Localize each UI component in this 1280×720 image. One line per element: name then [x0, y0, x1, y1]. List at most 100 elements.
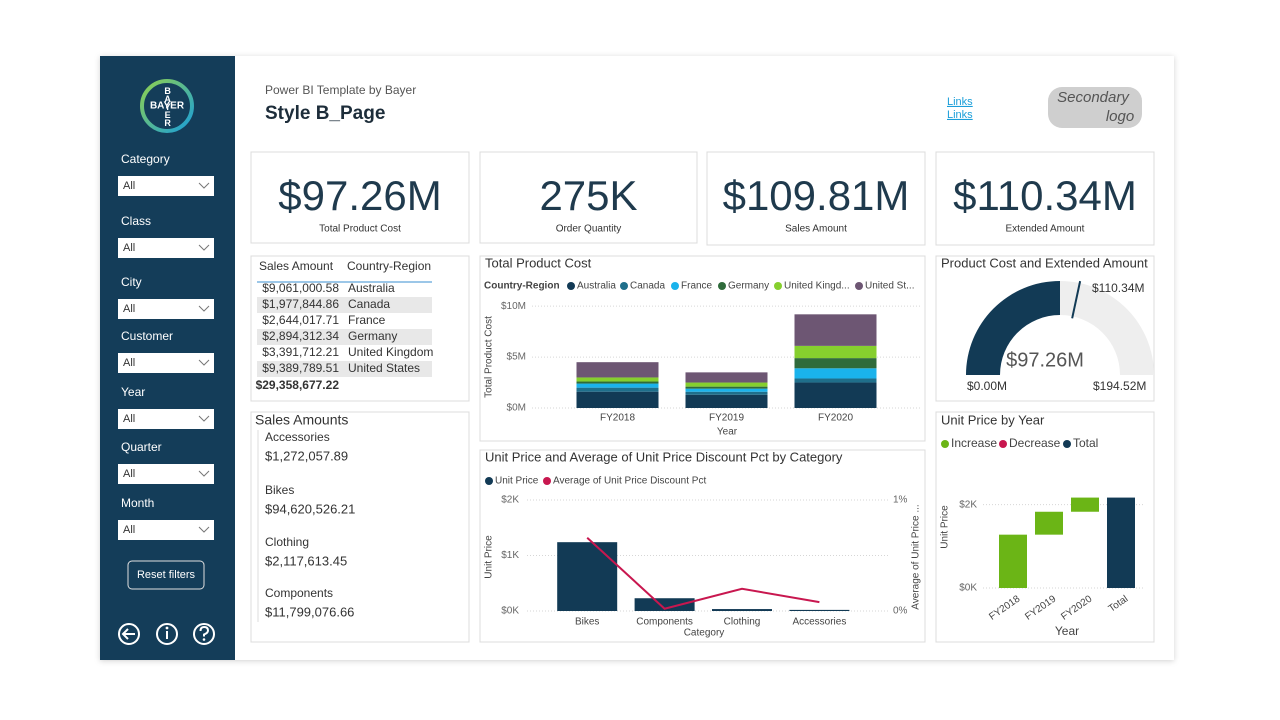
dropdown-box: [118, 520, 214, 540]
bar: [789, 609, 850, 611]
legend-label: United St...: [865, 281, 914, 292]
axis-title: Unit Price: [940, 505, 951, 549]
info-dot: [165, 626, 169, 630]
gauge-min-label: $0.00M: [967, 379, 1007, 393]
y-tick-label: $0K: [501, 606, 519, 617]
dropdown[interactable]: All: [118, 238, 214, 258]
x-tick-label: FY2018: [600, 413, 635, 424]
bar-segment: [794, 358, 877, 369]
bar-segment: [685, 382, 768, 387]
row-shade: [257, 329, 432, 345]
secondary-logo-text: logo: [1106, 108, 1134, 125]
waterfall-bar: [999, 534, 1027, 588]
item-value: $1,272,057.89: [265, 448, 348, 463]
kpi-value: $109.81M: [723, 172, 910, 219]
logo-ring: [140, 79, 194, 133]
dropdown-box: [118, 299, 214, 319]
kpi-label: Order Quantity: [556, 224, 622, 235]
x-tick-label: Accessories: [792, 617, 846, 628]
kpi-label: Total Product Cost: [319, 224, 401, 235]
gauge-target: [1071, 280, 1082, 319]
secondary-logo-text: Secondary: [1057, 89, 1130, 106]
cell: United States: [348, 361, 420, 375]
bar-segment: [685, 391, 768, 395]
icon-ring[interactable]: [118, 623, 140, 645]
report-title: Style B_Page: [265, 103, 385, 124]
link[interactable]: Links: [947, 109, 973, 121]
legend-dot: [1063, 440, 1071, 448]
axis-title: Unit Price: [484, 535, 495, 579]
link[interactable]: Links: [947, 96, 973, 108]
legend-dot: [941, 440, 949, 448]
waterfall-bar: [1035, 511, 1063, 535]
panel: [479, 449, 926, 643]
y-tick-label: 0%: [893, 606, 908, 617]
dropdown-value: All: [123, 303, 135, 315]
dropdown-value: All: [123, 413, 135, 425]
axis-title: Category: [684, 628, 725, 639]
cell: United Kingdom: [348, 345, 433, 359]
legend-dot: [718, 282, 726, 290]
reset-button[interactable]: Reset filters: [127, 560, 205, 590]
row-shade: [257, 361, 432, 377]
icon-ring[interactable]: [156, 623, 178, 645]
kpi-label: Sales Amount: [785, 224, 847, 235]
y-tick-label: $2K: [501, 495, 519, 506]
item-name: Components: [265, 586, 333, 600]
bar-segment: [685, 394, 768, 408]
cell: $9,389,789.51: [262, 361, 339, 375]
legend-label: Germany: [728, 281, 769, 292]
gauge-value-label: $97.26M: [1006, 349, 1084, 371]
filter-label: City: [121, 275, 142, 289]
item-name: Bikes: [265, 483, 294, 497]
chart-title: Product Cost and Extended Amount: [941, 255, 1148, 270]
y-tick-label: $2K: [959, 499, 977, 510]
bar-segment: [794, 382, 877, 408]
legend-dot: [855, 282, 863, 290]
dropdown-box: [118, 176, 214, 196]
legend-label: Unit Price: [495, 476, 539, 487]
dropdown-box: [118, 464, 214, 484]
legend-label: France: [681, 281, 713, 292]
y-tick-label: $1K: [501, 550, 519, 561]
y-tick-label: $5M: [507, 352, 526, 363]
y-tick-label: $0M: [507, 403, 526, 414]
dropdown[interactable]: All: [118, 409, 214, 429]
column-header: Sales Amount: [259, 259, 334, 273]
bar-segment: [794, 378, 877, 383]
legend-label: Increase: [951, 436, 997, 450]
filter-label: Customer: [121, 329, 173, 343]
legend-dot: [567, 282, 575, 290]
item-value: $11,799,076.66: [265, 604, 354, 619]
cell: $1,977,844.86: [262, 297, 339, 311]
icon-ring[interactable]: [193, 623, 215, 645]
bar-segment: [576, 377, 659, 382]
dropdown[interactable]: All: [118, 353, 214, 373]
dropdown[interactable]: All: [118, 299, 214, 319]
bar: [557, 542, 618, 611]
dropdown[interactable]: All: [118, 520, 214, 540]
item-name: Clothing: [265, 535, 309, 549]
cell: $9,061,000.58: [262, 281, 339, 295]
chart-title: Unit Price and Average of Unit Price Dis…: [485, 449, 843, 464]
dropdown-box: [118, 353, 214, 373]
dropdown[interactable]: All: [118, 176, 214, 196]
legend-label: United Kingd...: [784, 281, 850, 292]
waterfall-bar: [1071, 497, 1099, 512]
waterfall-bar: [1107, 497, 1135, 588]
bar-segment: [794, 368, 877, 379]
panel: [479, 151, 698, 244]
help-dot: [202, 638, 206, 641]
y-tick-label: 1%: [893, 495, 908, 506]
dropdown[interactable]: All: [118, 464, 214, 484]
bar-segment: [576, 362, 659, 378]
dropdown-value: All: [123, 468, 135, 480]
chevron: [198, 526, 210, 533]
legend-label: Total: [1073, 436, 1098, 450]
cell: France: [348, 313, 386, 327]
item-value: $94,620,526.21: [265, 501, 355, 516]
dropdown-value: All: [123, 242, 135, 254]
legend-label: Average of Unit Price Discount Pct: [553, 476, 706, 487]
legend-label: Decrease: [1009, 436, 1061, 450]
